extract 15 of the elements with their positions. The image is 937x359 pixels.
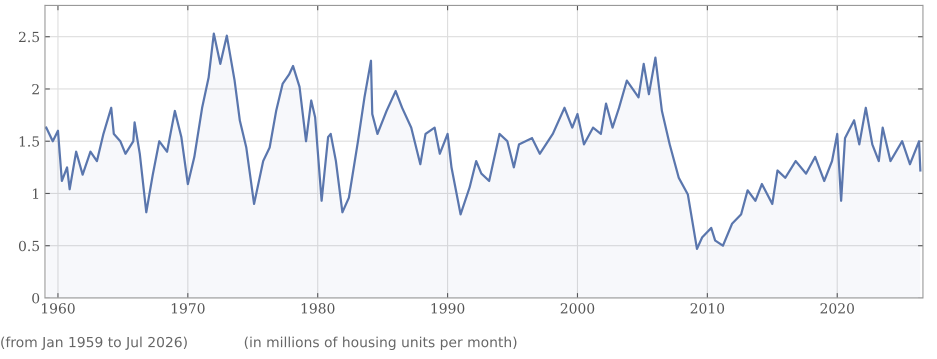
x-tick-label: 1970 (172, 303, 205, 314)
text: (in millions of housing units per month) (244, 336, 516, 350)
y-tick-label: 1.5 (20, 136, 40, 147)
y-tick-label: 1 (32, 188, 38, 199)
x-tick-label: 1960 (42, 303, 75, 314)
text: (from Jan 1959 to Jul 2026) (1, 336, 187, 350)
y-tick-label: 2 (32, 84, 39, 94)
y-tick-label: 0 (32, 292, 40, 304)
x-tick-label: 1990 (432, 303, 464, 314)
x-tick-label: 2020 (820, 303, 854, 314)
x-tick-label: 2010 (690, 303, 724, 314)
y-tick-label: 0.5 (18, 240, 40, 252)
x-tick-label: 2000 (560, 303, 594, 314)
y-tick-label: 2.5 (18, 32, 40, 42)
x-tick-label: 1980 (302, 303, 334, 314)
